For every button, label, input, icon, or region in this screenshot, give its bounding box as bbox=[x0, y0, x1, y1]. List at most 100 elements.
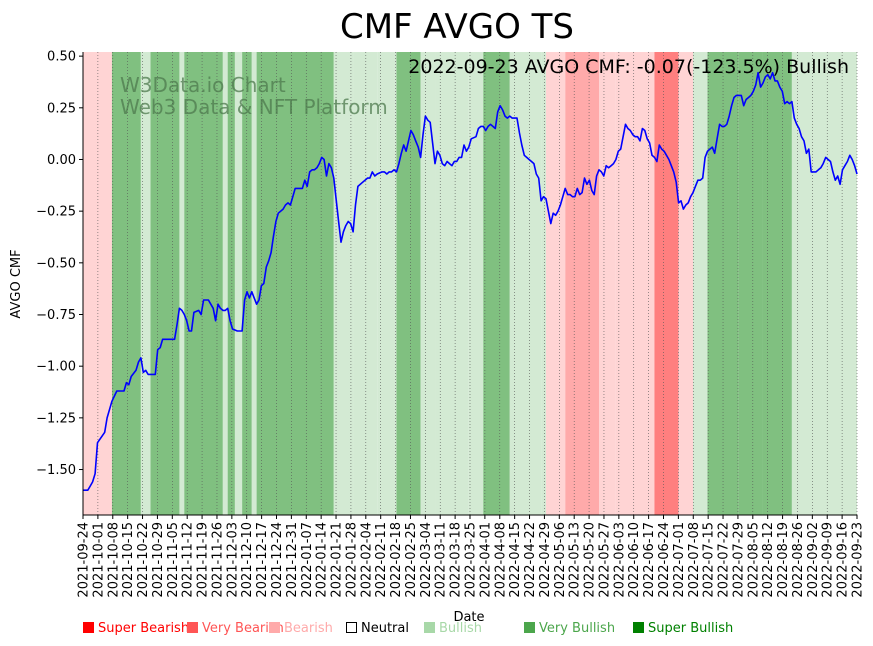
signal-region-25 bbox=[599, 52, 616, 515]
x-tick-label: 2021-11-05 bbox=[166, 522, 181, 598]
x-tick-label: 2022-05-06 bbox=[553, 522, 568, 598]
signal-region-22 bbox=[541, 52, 546, 515]
x-tick-label: 2021-10-15 bbox=[121, 522, 136, 598]
legend-swatch bbox=[424, 622, 435, 633]
signal-region-33 bbox=[791, 52, 857, 515]
x-tick-label: 2022-05-27 bbox=[597, 522, 612, 598]
signal-region-7 bbox=[227, 52, 235, 515]
legend-label: Bullish bbox=[439, 621, 483, 636]
signal-region-12 bbox=[333, 52, 354, 515]
legend-label: Super Bullish bbox=[648, 621, 734, 636]
signal-region-8 bbox=[234, 52, 243, 515]
signal-region-19 bbox=[483, 52, 510, 515]
x-tick-label: 2022-06-10 bbox=[627, 522, 642, 598]
x-tick-label: 2022-08-05 bbox=[746, 522, 761, 598]
signal-region-18 bbox=[468, 52, 484, 515]
signal-region-32 bbox=[762, 52, 792, 515]
x-tick-label: 2021-10-29 bbox=[151, 522, 166, 598]
watermark-line-2: Web3 Data & NFT Platform bbox=[120, 95, 388, 119]
x-tick-label: 2022-06-03 bbox=[612, 522, 627, 598]
x-tick-label: 2022-05-13 bbox=[568, 522, 583, 598]
legend-item: Neutral bbox=[346, 621, 409, 636]
legend-swatch bbox=[633, 622, 644, 633]
x-tick-label: 2022-04-29 bbox=[538, 522, 553, 598]
legend-swatch bbox=[83, 622, 94, 633]
x-tick-label: 2022-03-11 bbox=[434, 522, 449, 598]
x-tick-label: 2022-04-08 bbox=[493, 522, 508, 598]
signal-region-24 bbox=[565, 52, 599, 515]
signal-region-31 bbox=[738, 52, 763, 515]
x-tick-label: 2022-07-01 bbox=[672, 522, 687, 598]
signal-region-26 bbox=[615, 52, 655, 515]
x-tick-label: 2022-06-24 bbox=[657, 522, 672, 598]
y-tick-label: 0.50 bbox=[47, 50, 76, 65]
signal-region-2 bbox=[140, 52, 151, 515]
signal-region-28 bbox=[678, 52, 694, 515]
x-tick-label: 2022-08-19 bbox=[776, 522, 791, 598]
x-tick-label: 2022-06-17 bbox=[642, 522, 657, 598]
x-axis-label: Date bbox=[453, 610, 484, 625]
x-tick-label: 2022-08-26 bbox=[791, 522, 806, 598]
signal-region-20 bbox=[509, 52, 518, 515]
x-tick-label: 2022-08-12 bbox=[761, 522, 776, 598]
legend-item: Super Bearish bbox=[83, 621, 189, 636]
legend-swatch bbox=[187, 622, 198, 633]
cmf-annotation: 2022-09-23 AVGO CMF: -0.07(-123.5%) Bull… bbox=[408, 56, 849, 78]
y-axis-label: AVGO CMF bbox=[9, 249, 24, 318]
x-tick-label: 2021-11-19 bbox=[196, 522, 211, 598]
signal-region-6 bbox=[222, 52, 228, 515]
chart-title: CMF AVGO TS bbox=[340, 7, 574, 47]
legend-item: Bearish bbox=[269, 621, 333, 636]
x-tick-label: 2022-05-20 bbox=[583, 522, 598, 598]
signal-region-13 bbox=[353, 52, 378, 515]
x-tick-label: 2022-03-04 bbox=[419, 522, 434, 598]
x-tick-label: 2022-03-25 bbox=[464, 522, 479, 598]
x-tick-label: 2022-02-04 bbox=[359, 522, 374, 598]
x-tick-label: 2021-10-22 bbox=[136, 522, 151, 598]
x-tick-label: 2022-04-22 bbox=[523, 522, 538, 598]
x-tick-label: 2022-02-25 bbox=[404, 522, 419, 598]
signal-region-10 bbox=[251, 52, 257, 515]
legend-item: Bullish bbox=[424, 621, 482, 636]
y-tick-label: −1.00 bbox=[36, 360, 76, 375]
x-tick-label: 2022-09-09 bbox=[821, 522, 836, 598]
signal-region-29 bbox=[693, 52, 708, 515]
x-tick-label: 2021-09-24 bbox=[77, 522, 92, 598]
legend-label: Neutral bbox=[361, 621, 409, 636]
legend-label: Super Bearish bbox=[98, 621, 190, 636]
signal-region-1 bbox=[111, 52, 141, 515]
y-tick-label: 0.25 bbox=[47, 101, 76, 116]
x-tick-label: 2022-07-15 bbox=[702, 522, 717, 598]
x-tick-label: 2021-12-10 bbox=[240, 522, 255, 598]
x-tick-label: 2021-12-03 bbox=[225, 522, 240, 598]
watermark-line-1: W3Data.io Chart bbox=[120, 73, 286, 97]
legend-swatch bbox=[524, 622, 535, 633]
x-tick-label: 2021-12-31 bbox=[285, 522, 300, 598]
signal-region-11 bbox=[256, 52, 334, 515]
x-tick-label: 2022-02-11 bbox=[374, 522, 389, 598]
x-tick-label: 2022-07-22 bbox=[717, 522, 732, 598]
x-tick-label: 2021-10-08 bbox=[106, 522, 121, 598]
legend-label: Very Bullish bbox=[539, 621, 616, 636]
legend-label: Very Bearish bbox=[202, 621, 284, 636]
cmf-series-line bbox=[83, 71, 858, 491]
legend-item: Very Bullish bbox=[524, 621, 615, 636]
signal-region-0 bbox=[83, 52, 112, 515]
x-tick-label: 2021-12-17 bbox=[255, 522, 270, 598]
x-tick-label: 2022-09-23 bbox=[851, 522, 866, 598]
legend-label: Bearish bbox=[284, 621, 333, 636]
x-tick-label: 2021-12-24 bbox=[270, 522, 285, 598]
x-tick-label: 2022-09-02 bbox=[806, 522, 821, 598]
y-tick-label: 0.00 bbox=[47, 153, 76, 168]
y-tick-label: −0.50 bbox=[36, 256, 76, 271]
signal-region-3 bbox=[150, 52, 180, 515]
legend-swatch bbox=[346, 622, 357, 633]
y-tick-label: −1.25 bbox=[36, 411, 76, 426]
x-tick-label: 2021-11-26 bbox=[210, 522, 225, 598]
x-tick-label: 2022-04-01 bbox=[478, 522, 493, 598]
legend-swatch bbox=[269, 622, 280, 633]
y-tick-label: −0.75 bbox=[36, 308, 76, 323]
x-tick-label: 2022-01-28 bbox=[344, 522, 359, 598]
signal-region-14 bbox=[377, 52, 397, 515]
